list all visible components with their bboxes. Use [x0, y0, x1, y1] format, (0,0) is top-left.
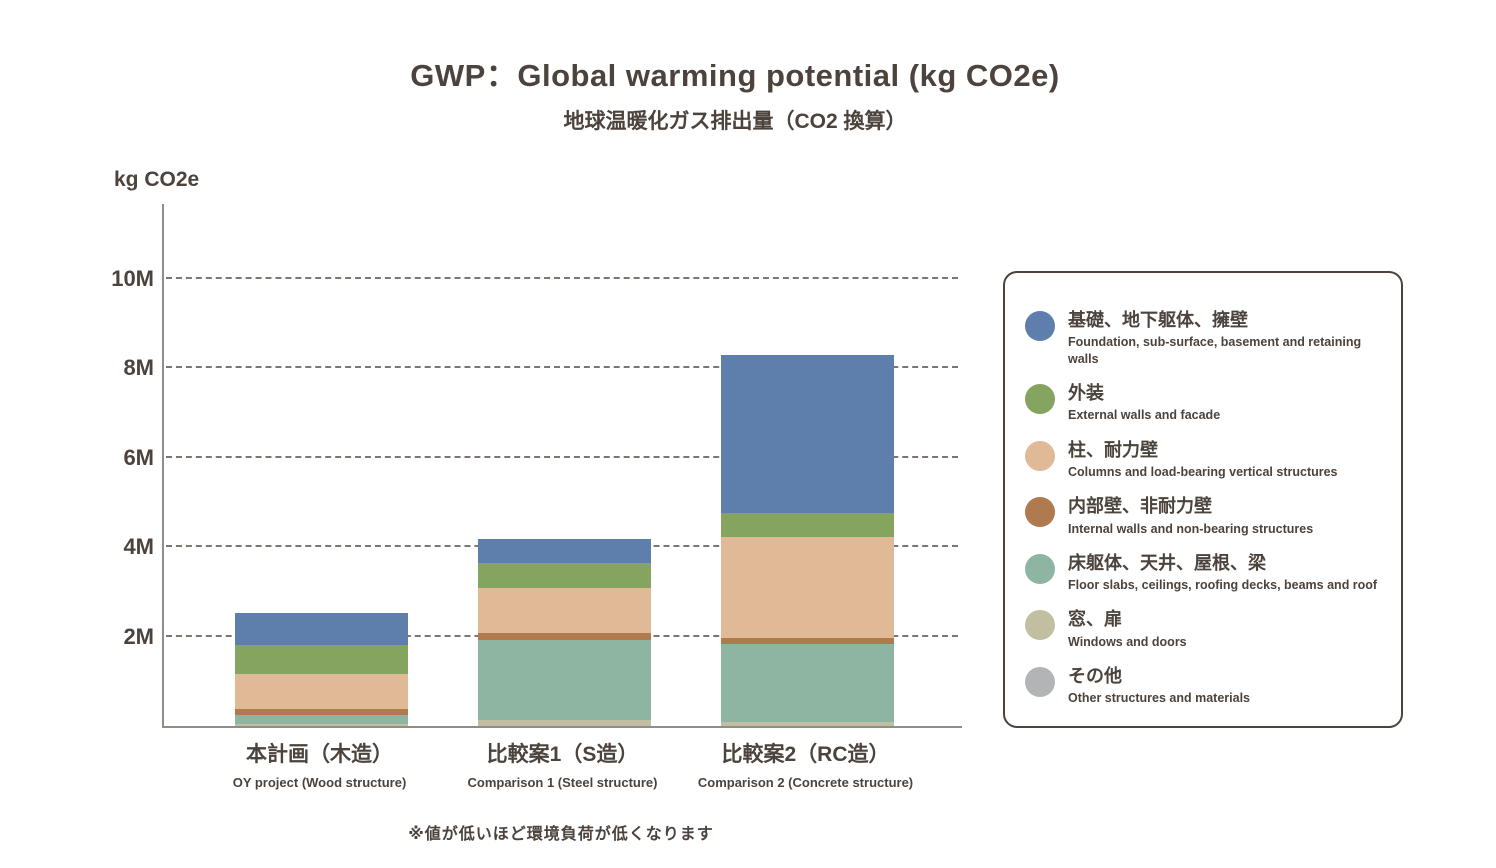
legend-label-jp: 内部壁、非耐力壁: [1068, 496, 1212, 517]
bar-segment: [478, 539, 651, 564]
category-label-jp: 比較案1（S造）: [486, 743, 639, 766]
legend-color-dot: [1025, 383, 1055, 414]
bar-segment: [235, 723, 408, 726]
ytick-label-2M: 2M: [123, 623, 154, 649]
legend-text: 基礎、地下躯体、擁壁 Foundation, sub-surface, basem…: [1068, 309, 1381, 367]
bar-segment: [235, 613, 408, 645]
bar-1: [235, 613, 408, 726]
bar-segment: [721, 644, 894, 722]
legend-label-en: External walls and facade: [1068, 408, 1221, 423]
legend-color-dot: [1025, 311, 1055, 341]
legend-item-6: 窓、扉 Windows and doors: [1025, 608, 1381, 650]
bar-segment: [235, 709, 408, 716]
legend-color-dot: [1025, 553, 1055, 584]
legend-label-jp: 外装: [1068, 382, 1104, 403]
legend-text: 内部壁、非耐力壁 Internal walls and non-bearing s…: [1068, 495, 1313, 537]
legend-label-jp: 窓、扉: [1068, 609, 1122, 630]
legend-item-3: 柱、耐力壁 Columns and load-bearing vertical s…: [1025, 439, 1381, 481]
legend-box: 基礎、地下躯体、擁壁 Foundation, sub-surface, basem…: [1003, 271, 1403, 728]
legend-color-dot: [1025, 610, 1055, 641]
legend-color-dot: [1025, 667, 1055, 698]
legend-color-dot: [1025, 497, 1055, 528]
legend-item-1: 基礎、地下躯体、擁壁 Foundation, sub-surface, basem…: [1025, 309, 1381, 367]
gridline-8M: [166, 366, 958, 368]
legend-item-5: 床躯体、天井、屋根、梁 Floor slabs, ceilings, roofin…: [1025, 552, 1381, 594]
legend-text: 柱、耐力壁 Columns and load-bearing vertical s…: [1068, 439, 1338, 481]
bar-segment: [721, 354, 894, 513]
legend-item-4: 内部壁、非耐力壁 Internal walls and non-bearing s…: [1025, 495, 1381, 537]
legend-item-2: 外装 External walls and facade: [1025, 382, 1381, 424]
plot-area: 10M 8M 6M 4M 2M: [111, 204, 962, 728]
legend-label-en: Columns and load-bearing vertical struct…: [1068, 464, 1338, 479]
bar-segment: [721, 512, 894, 538]
bar-segment: [721, 721, 894, 726]
legend-label-jp: 基礎、地下躯体、擁壁: [1068, 310, 1248, 330]
bar-segment: [721, 537, 894, 639]
legend-text: その他 Other structures and materials: [1068, 665, 1250, 707]
bar-segment: [235, 644, 408, 674]
category-label-en: OY project (Wood structure): [232, 775, 407, 791]
category-label-en: Comparison 2 (Concrete structure): [697, 775, 914, 791]
bar-segment: [235, 673, 408, 710]
bar-segment: [478, 639, 651, 720]
legend-label-jp: 柱、耐力壁: [1068, 439, 1158, 460]
bar-segment: [235, 715, 408, 724]
legend-text: 外装 External walls and facade: [1068, 382, 1220, 424]
legend-text: 床躯体、天井、屋根、梁 Floor slabs, ceilings, roofin…: [1068, 552, 1377, 594]
bar-segment: [478, 563, 651, 588]
legend-item-7: その他 Other structures and materials: [1025, 665, 1381, 707]
ytick-label-10M: 10M: [111, 265, 154, 291]
ytick-label-6M: 6M: [123, 444, 154, 470]
category-label-1: 本計画（木造） OY project (Wood structure): [233, 740, 407, 790]
chart-title: GWP：Global warming potential (kg CO2e): [410, 58, 1060, 93]
chart-subtitle: 地球温暖化ガス排出量（CO2 換算）: [563, 110, 907, 133]
gridline-6M: [166, 455, 958, 458]
legend-color-dot: [1025, 440, 1055, 471]
y-axis-title: kg CO2e: [114, 168, 200, 191]
category-label-jp: 比較案2（RC造）: [721, 743, 890, 766]
footnote: ※値が低いほど環境負荷が低くなります: [408, 826, 714, 843]
legend-label-en: Windows and doors: [1068, 634, 1187, 649]
gridline-10M: [166, 276, 958, 279]
bar-segment: [721, 638, 894, 645]
bar-segment: [478, 587, 651, 634]
legend-label-jp: 床躯体、天井、屋根、梁: [1068, 552, 1266, 573]
legend-label-en: Floor slabs, ceilings, roofing decks, be…: [1068, 578, 1378, 593]
legend-label-en: Foundation, sub-surface, basement and re…: [1068, 335, 1362, 366]
bar-3: [721, 354, 894, 726]
category-label-3: 比較案2（RC造） Comparison 2 (Concrete structur…: [698, 740, 913, 790]
ytick-label-4M: 4M: [123, 534, 154, 559]
bar-segment: [478, 719, 651, 726]
category-label-2: 比較案1（S造） Comparison 1 (Steel structure): [468, 740, 658, 790]
legend-label-en: Other structures and materials: [1068, 691, 1251, 706]
legend-label-jp: その他: [1068, 666, 1122, 687]
category-label-en: Comparison 1 (Steel structure): [467, 775, 658, 791]
legend-text: 窓、扉 Windows and doors: [1068, 608, 1187, 650]
ytick-label-8M: 8M: [123, 355, 154, 380]
bar-segment: [478, 633, 651, 640]
category-label-jp: 本計画（木造）: [246, 743, 393, 766]
legend-label-en: Internal walls and non-bearing structure…: [1068, 521, 1314, 536]
bar-2: [478, 539, 651, 726]
